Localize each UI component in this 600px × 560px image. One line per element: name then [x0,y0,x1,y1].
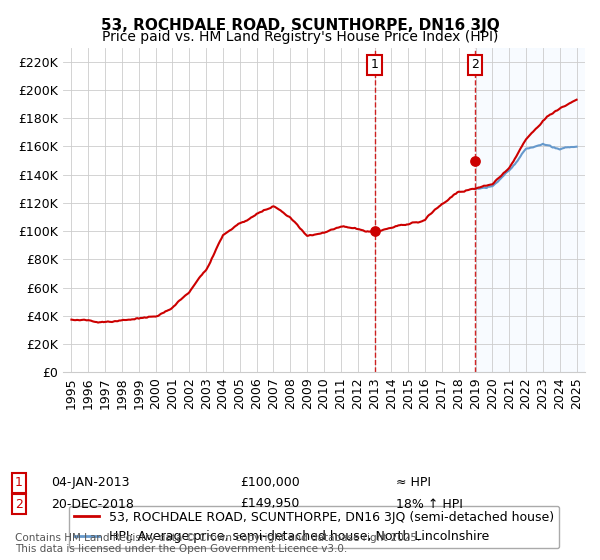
Bar [475,48,590,372]
Text: Contains HM Land Registry data © Crown copyright and database right 2025.
This d: Contains HM Land Registry data © Crown c… [15,533,421,554]
Legend: 53, ROCHDALE ROAD, SCUNTHORPE, DN16 3JQ (semi-detached house), HPI: Average pric: 53, ROCHDALE ROAD, SCUNTHORPE, DN16 3JQ … [69,506,559,548]
Text: 1: 1 [15,476,23,489]
Text: Price paid vs. HM Land Registry's House Price Index (HPI): Price paid vs. HM Land Registry's House … [102,30,498,44]
Text: £149,950: £149,950 [240,497,299,511]
Text: 2: 2 [471,58,479,71]
Text: ≈ HPI: ≈ HPI [396,476,431,489]
Text: 1: 1 [371,58,379,71]
Point [470,156,480,165]
Text: 2: 2 [15,497,23,511]
Point [370,227,380,236]
Text: 53, ROCHDALE ROAD, SCUNTHORPE, DN16 3JQ: 53, ROCHDALE ROAD, SCUNTHORPE, DN16 3JQ [101,18,499,33]
Text: 04-JAN-2013: 04-JAN-2013 [51,476,130,489]
Text: £100,000: £100,000 [240,476,300,489]
Text: 18% ↑ HPI: 18% ↑ HPI [396,497,463,511]
Text: 20-DEC-2018: 20-DEC-2018 [51,497,134,511]
